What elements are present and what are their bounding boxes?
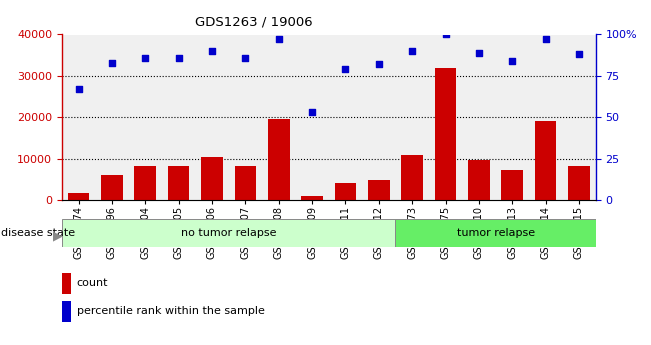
Point [240, 55, 251, 60]
Bar [268, 119, 290, 200]
Point [507, 58, 518, 64]
Point [374, 61, 384, 67]
Bar [68, 193, 89, 200]
Point [273, 37, 284, 42]
Point [407, 48, 417, 54]
Bar [101, 175, 123, 200]
Text: disease state: disease state [1, 228, 76, 238]
Point [440, 32, 450, 37]
Bar [201, 157, 223, 200]
Bar [368, 180, 390, 200]
Point [540, 37, 551, 42]
Point [574, 52, 584, 57]
Bar [62, 273, 72, 294]
Text: GDS1263 / 19006: GDS1263 / 19006 [195, 16, 313, 29]
Bar [468, 159, 490, 200]
Point [173, 55, 184, 60]
Bar [435, 68, 456, 200]
Point [74, 86, 84, 92]
Point [140, 55, 150, 60]
Point [107, 60, 117, 66]
Bar [396, 219, 596, 247]
Point [307, 110, 317, 115]
Bar [568, 166, 590, 200]
Text: count: count [77, 278, 108, 288]
Bar [62, 219, 396, 247]
Bar [234, 166, 256, 200]
Bar [335, 183, 356, 200]
Text: no tumor relapse: no tumor relapse [181, 228, 277, 238]
Point [474, 50, 484, 56]
Bar [501, 170, 523, 200]
Bar [62, 300, 72, 322]
Bar [401, 155, 423, 200]
Point [207, 48, 217, 54]
Bar [134, 166, 156, 200]
Text: ▶: ▶ [53, 229, 63, 242]
Point [340, 67, 351, 72]
Text: tumor relapse: tumor relapse [456, 228, 534, 238]
Bar [301, 196, 323, 200]
Text: percentile rank within the sample: percentile rank within the sample [77, 306, 265, 316]
Bar [534, 121, 557, 200]
Bar [168, 166, 189, 200]
